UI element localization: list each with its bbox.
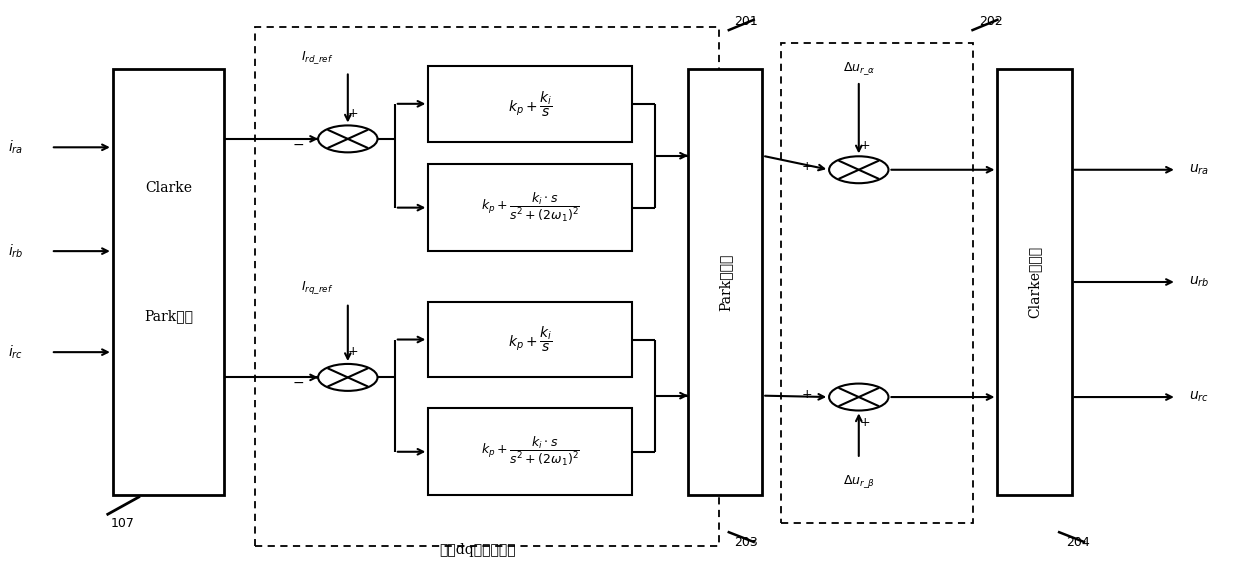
Text: Park变换: Park变换 [144, 309, 193, 323]
Bar [781, 43, 972, 523]
Text: $u_{ra}$: $u_{ra}$ [1189, 162, 1209, 177]
Text: Clarke: Clarke [145, 181, 192, 195]
Bar [428, 302, 632, 377]
Text: 202: 202 [980, 15, 1003, 28]
Text: $k_p+\dfrac{k_i\cdot s}{s^2+(2\omega_1)^2}$: $k_p+\dfrac{k_i\cdot s}{s^2+(2\omega_1)^… [481, 191, 580, 224]
Bar [428, 164, 632, 251]
Text: $u_{rc}$: $u_{rc}$ [1189, 390, 1209, 404]
Text: $i_{ra}$: $i_{ra}$ [7, 139, 22, 156]
Text: $k_p+\dfrac{k_i\cdot s}{s^2+(2\omega_1)^2}$: $k_p+\dfrac{k_i\cdot s}{s^2+(2\omega_1)^… [481, 435, 580, 469]
Circle shape [319, 125, 377, 152]
Text: Park反变换: Park反变换 [718, 253, 732, 311]
Text: 201: 201 [734, 15, 758, 28]
Text: 203: 203 [734, 536, 758, 549]
Text: $-$: $-$ [293, 136, 304, 151]
Text: +: + [347, 345, 358, 358]
Circle shape [830, 384, 889, 411]
Text: +: + [859, 139, 870, 152]
Text: $i_{rb}$: $i_{rb}$ [7, 243, 24, 260]
Text: $i_{rc}$: $i_{rc}$ [7, 343, 22, 361]
Bar [428, 66, 632, 142]
Text: $\Delta u_{r\_\beta}$: $\Delta u_{r\_\beta}$ [843, 473, 874, 490]
Text: 204: 204 [1066, 536, 1090, 549]
Text: $k_p+\dfrac{k_i}{s}$: $k_p+\dfrac{k_i}{s}$ [508, 325, 553, 354]
Circle shape [319, 364, 377, 391]
Text: 正序dq旋转坐标系: 正序dq旋转坐标系 [439, 543, 516, 557]
Text: $u_{rb}$: $u_{rb}$ [1189, 275, 1210, 289]
Text: +: + [801, 387, 812, 401]
Text: +: + [347, 107, 358, 120]
Text: $-$: $-$ [293, 375, 304, 389]
Bar [113, 69, 224, 495]
Text: $\Delta u_{r\_\alpha}$: $\Delta u_{r\_\alpha}$ [843, 60, 875, 77]
Bar [428, 408, 632, 495]
Bar [255, 27, 719, 546]
Bar [688, 69, 763, 495]
Bar [997, 69, 1071, 495]
Text: $I_{rq\_ref}$: $I_{rq\_ref}$ [300, 279, 334, 296]
Text: $I_{rd\_ref}$: $I_{rd\_ref}$ [300, 49, 334, 66]
Text: Clarke反变换: Clarke反变换 [1028, 246, 1042, 318]
Text: 107: 107 [110, 517, 135, 530]
Text: $k_p+\dfrac{k_i}{s}$: $k_p+\dfrac{k_i}{s}$ [508, 89, 553, 118]
Text: +: + [801, 160, 812, 174]
Circle shape [830, 156, 889, 183]
Text: +: + [859, 416, 870, 429]
